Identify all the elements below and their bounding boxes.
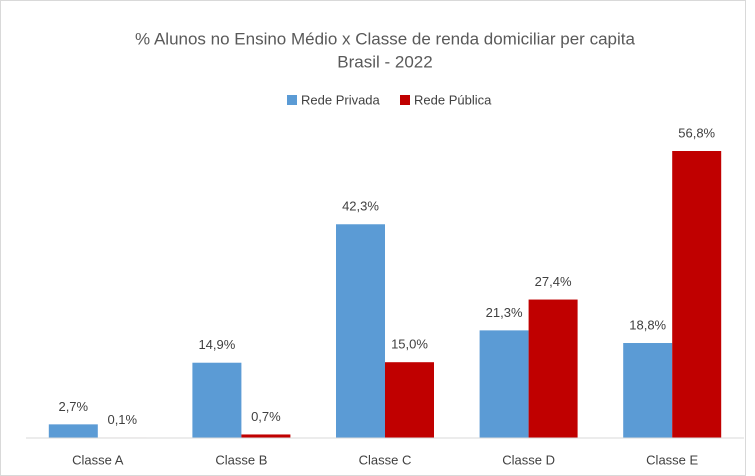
x-tick-label: Classe A (72, 452, 124, 467)
legend-swatch (287, 95, 297, 105)
data-label: 42,3% (342, 199, 379, 214)
bar (479, 330, 529, 438)
bar (528, 299, 578, 438)
legend-swatch (400, 95, 410, 105)
bar (385, 362, 434, 438)
bar (48, 424, 98, 438)
legend-label: Rede Pública (414, 92, 492, 107)
data-label: 14,9% (198, 337, 235, 352)
chart-title: % Alunos no Ensino Médio x Classe de ren… (135, 29, 635, 48)
data-label: 15,0% (391, 337, 428, 352)
data-label: 0,7% (251, 409, 281, 424)
data-label: 0,1% (107, 412, 137, 427)
bar (623, 343, 673, 438)
data-label: 2,7% (58, 399, 88, 414)
legend-label: Rede Privada (301, 92, 381, 107)
bar (241, 434, 291, 438)
bar (192, 362, 242, 438)
x-tick-label: Classe D (502, 452, 555, 467)
x-tick-label: Classe C (359, 452, 412, 467)
data-label: 21,3% (486, 305, 523, 320)
x-tick-label: Classe E (646, 452, 698, 467)
chart-subtitle: Brasil - 2022 (337, 52, 432, 71)
data-label: 56,8% (678, 125, 715, 140)
data-label: 18,8% (629, 317, 666, 332)
bar (336, 224, 385, 438)
x-tick-label: Classe B (215, 452, 267, 467)
bar (672, 151, 722, 438)
data-label: 27,4% (535, 274, 572, 289)
